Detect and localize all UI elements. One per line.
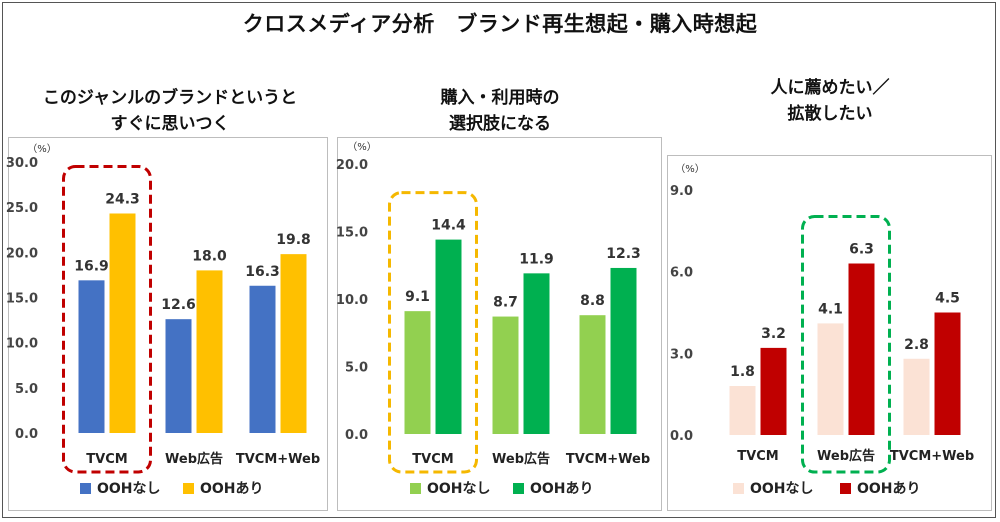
chart-2-data-label-1-1: 11.9 [519, 251, 554, 267]
chart-3-bar-0-1 [760, 347, 787, 435]
chart-2-data-label-2-0: 8.8 [580, 293, 605, 309]
chart-3-data-label-2-0: 2.8 [904, 337, 929, 353]
chart-1-data-label-0-0: 16.9 [74, 258, 109, 274]
chart-2-unit-label: （%） [347, 141, 377, 153]
chart-2-highlight-box [388, 191, 478, 474]
chart-1-ytick-6: 30.0 [6, 156, 38, 171]
chart-3-category-label-0: TVCM [737, 449, 778, 464]
chart-3-ytick-0: 0.0 [670, 429, 693, 444]
figure-title: クロスメディア分析 ブランド再生想起・購入時想起 [242, 12, 758, 36]
chart-2-legend-label-1: OOHあり [530, 481, 594, 497]
chart-3-ytick-2: 6.0 [670, 266, 693, 281]
chart-3-legend-label-0: OOHなし [750, 481, 814, 497]
chart-1-ytick-3: 15.0 [6, 292, 38, 307]
chart-1-title-line-1: このジャンルのブランドというと [42, 88, 298, 108]
chart-3-bar-2-1 [934, 312, 961, 435]
chart-2-legend-label-0: OOHなし [427, 481, 491, 497]
chart-1-bar-1-1 [196, 270, 223, 433]
chart-2-bar-1-1 [523, 273, 550, 434]
chart-3-data-label-0-1: 3.2 [761, 326, 786, 342]
chart-3-title: 人に薦めたい／ 拡散したい [665, 75, 995, 127]
chart-3-title-line-2: 拡散したい [787, 104, 873, 124]
chart-1-title: このジャンルのブランドというと すぐに思いつく [5, 85, 335, 137]
chart-1-bar-1-0 [165, 319, 192, 433]
chart-2-data-label-0-0: 9.1 [405, 289, 430, 305]
chart-3-bar-0-0 [729, 386, 756, 435]
chart-2-bar-0-1 [435, 239, 462, 434]
chart-1-legend-label-1: OOHあり [200, 481, 264, 497]
chart-1-category-label-1: Web広告 [165, 451, 223, 467]
chart-2-ytick-2: 10.0 [336, 293, 368, 308]
chart-1-ytick-1: 5.0 [15, 382, 38, 397]
chart-2-category-label-2: TVCM+Web [566, 452, 650, 467]
chart-3-data-label-1-0: 4.1 [818, 301, 843, 317]
chart-3-category-label-1: Web広告 [817, 448, 875, 464]
chart-1-bar-2-0 [249, 285, 276, 433]
chart-1-ytick-0: 0.0 [15, 427, 38, 442]
chart-2-data-label-1-0: 8.7 [493, 295, 518, 311]
chart-2-title-line-2: 選択肢になる [449, 114, 551, 134]
chart-2-data-label-0-1: 14.4 [431, 218, 466, 234]
chart-2-bar-2-1 [610, 267, 637, 434]
chart-3-highlight-box [801, 215, 891, 474]
chart-1-legend-swatch-0 [80, 483, 91, 494]
chart-3-ytick-1: 3.0 [670, 347, 693, 362]
chart-1-category-label-2: TVCM+Web [236, 452, 320, 467]
chart-2-ytick-1: 5.0 [345, 361, 368, 376]
chart-1-ytick-4: 20.0 [6, 246, 38, 261]
chart-2-category-label-0: TVCM [412, 452, 453, 467]
chart-2-bar-2-0 [579, 315, 606, 434]
chart-1-data-label-1-0: 12.6 [161, 297, 196, 313]
chart-1-title-line-2: すぐに思いつく [110, 114, 230, 134]
chart-3-data-label-0-0: 1.8 [730, 364, 755, 380]
chart-1-highlight-box [62, 164, 152, 474]
chart-3-data-label-2-1: 4.5 [935, 291, 960, 307]
chart-3-ytick-3: 9.0 [670, 184, 693, 199]
chart-1-legend-swatch-1 [183, 483, 194, 494]
chart-1-legend-label-0: OOHなし [97, 481, 161, 497]
chart-2-bar-0-0 [404, 311, 431, 434]
chart-1-data-label-2-0: 16.3 [245, 264, 280, 280]
chart-2-ytick-4: 20.0 [336, 158, 368, 173]
chart-2-title-line-1: 購入・利用時の [440, 88, 560, 108]
chart-2-ytick-0: 0.0 [345, 428, 368, 443]
chart-2-legend-swatch-1 [513, 483, 524, 494]
chart-3-legend-swatch-0 [733, 483, 744, 494]
chart-1-data-label-1-1: 18.0 [192, 248, 227, 264]
chart-2-legend-swatch-0 [410, 483, 421, 494]
chart-2-bar-1-0 [492, 316, 519, 434]
chart-2-category-label-1: Web広告 [492, 451, 550, 467]
chart-3-category-label-2: TVCM+Web [890, 449, 974, 464]
chart-1-bar-0-0 [78, 280, 105, 433]
chart-3-legend-swatch-1 [840, 483, 851, 494]
chart-2-title: 購入・利用時の 選択肢になる [335, 85, 665, 137]
chart-1-bar-2-1 [280, 254, 307, 433]
chart-3-bar-2-0 [903, 358, 930, 435]
chart-1-ytick-5: 25.0 [6, 201, 38, 216]
chart-1-ytick-2: 10.0 [6, 337, 38, 352]
chart-3-bar-1-0 [817, 323, 844, 435]
chart-3-bar-1-1 [848, 263, 875, 435]
chart-2-ytick-3: 15.0 [336, 226, 368, 241]
chart-3-legend-label-1: OOHあり [857, 481, 921, 497]
chart-3-unit-label: （%） [675, 163, 705, 175]
chart-3-data-label-1-1: 6.3 [849, 242, 874, 258]
chart-1-unit-label: （%） [27, 143, 57, 155]
chart-2-data-label-2-1: 12.3 [606, 246, 641, 262]
chart-1-data-label-2-1: 19.8 [276, 232, 311, 248]
chart-1-bar-0-1 [109, 213, 136, 433]
chart-1-category-label-0: TVCM [86, 452, 127, 467]
chart-1-data-label-0-1: 24.3 [105, 191, 140, 207]
chart-3-title-line-1: 人に薦めたい／ [770, 78, 890, 98]
